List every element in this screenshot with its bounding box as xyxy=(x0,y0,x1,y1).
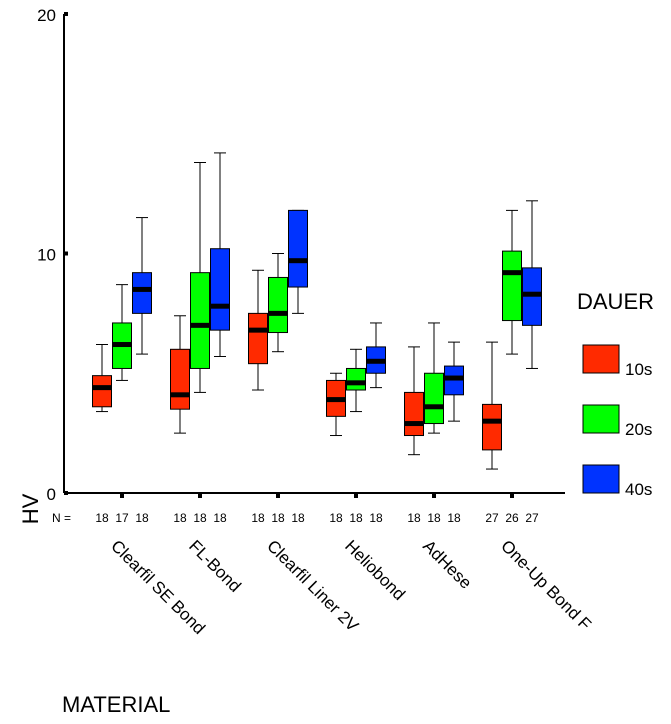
median-line xyxy=(268,310,288,316)
n-label: N = xyxy=(52,511,71,525)
n-count-label: 18 xyxy=(427,511,441,525)
x-tick-mark xyxy=(354,493,358,498)
median-line xyxy=(482,418,502,424)
n-count-label: 18 xyxy=(349,511,363,525)
median-line xyxy=(522,291,542,297)
legend-label: 40s xyxy=(625,480,652,499)
box xyxy=(132,272,152,314)
legend-swatch xyxy=(582,464,620,494)
n-count-label: 18 xyxy=(193,511,207,525)
category-label: One-Up Bond F xyxy=(497,536,595,634)
y-tick-label: 20 xyxy=(37,6,56,25)
category-label: AdHese xyxy=(419,536,475,592)
median-line xyxy=(112,342,132,348)
median-line xyxy=(288,258,308,264)
n-count-label: 17 xyxy=(115,511,129,525)
n-count-label: 27 xyxy=(485,511,499,525)
median-line xyxy=(346,380,366,386)
n-count-label: 18 xyxy=(135,511,149,525)
box xyxy=(482,403,502,451)
n-count-label: 18 xyxy=(173,511,187,525)
n-count-label: 18 xyxy=(369,511,383,525)
x-tick-mark xyxy=(510,493,514,498)
n-count-label: 18 xyxy=(95,511,109,525)
x-tick-mark xyxy=(120,493,124,498)
median-line xyxy=(248,327,268,333)
n-count-label: 18 xyxy=(213,511,227,525)
x-tick-mark xyxy=(432,493,436,498)
box xyxy=(190,272,210,369)
n-count-label: 18 xyxy=(271,511,285,525)
box xyxy=(248,312,268,365)
box xyxy=(92,375,112,408)
n-count-label: 18 xyxy=(251,511,265,525)
n-count-label: 26 xyxy=(505,511,519,525)
category-label: FL-Bond xyxy=(185,536,245,596)
median-line xyxy=(366,358,386,364)
y-tick-mark xyxy=(64,251,68,256)
n-count-label: 18 xyxy=(329,511,343,525)
n-count-label: 27 xyxy=(525,511,539,525)
legend-label: 10s xyxy=(625,360,652,379)
legend-title: DAUER xyxy=(577,289,654,314)
x-axis-label: MATERIAL xyxy=(62,692,170,717)
category-label: Heliobond xyxy=(341,536,409,604)
x-tick-mark xyxy=(276,493,280,498)
n-count-label: 18 xyxy=(407,511,421,525)
median-line xyxy=(502,270,522,276)
legend-swatch xyxy=(582,404,620,434)
median-line xyxy=(170,392,190,398)
box xyxy=(502,250,522,322)
box xyxy=(288,209,308,288)
x-tick-mark xyxy=(198,493,202,498)
median-line xyxy=(210,303,230,309)
box xyxy=(424,372,444,425)
legend-swatch xyxy=(582,344,620,374)
y-tick-mark xyxy=(64,12,68,16)
median-line xyxy=(444,375,464,381)
y-axis-label: HV xyxy=(18,493,43,524)
median-line xyxy=(92,385,112,391)
median-line xyxy=(190,322,210,328)
y-tick-label: 0 xyxy=(47,485,56,504)
median-line xyxy=(424,404,444,410)
n-count-label: 18 xyxy=(447,511,461,525)
box xyxy=(346,367,366,391)
y-tick-mark xyxy=(64,491,68,495)
legend-label: 20s xyxy=(625,420,652,439)
box xyxy=(170,348,190,410)
box xyxy=(210,248,230,331)
legend: 10s 20s 40s xyxy=(582,344,652,499)
n-count-label: 18 xyxy=(291,511,305,525)
median-line xyxy=(326,397,346,403)
y-tick-label: 10 xyxy=(37,246,56,265)
median-line xyxy=(404,421,424,427)
box xyxy=(404,391,424,437)
median-line xyxy=(132,286,152,292)
box xyxy=(268,276,288,334)
